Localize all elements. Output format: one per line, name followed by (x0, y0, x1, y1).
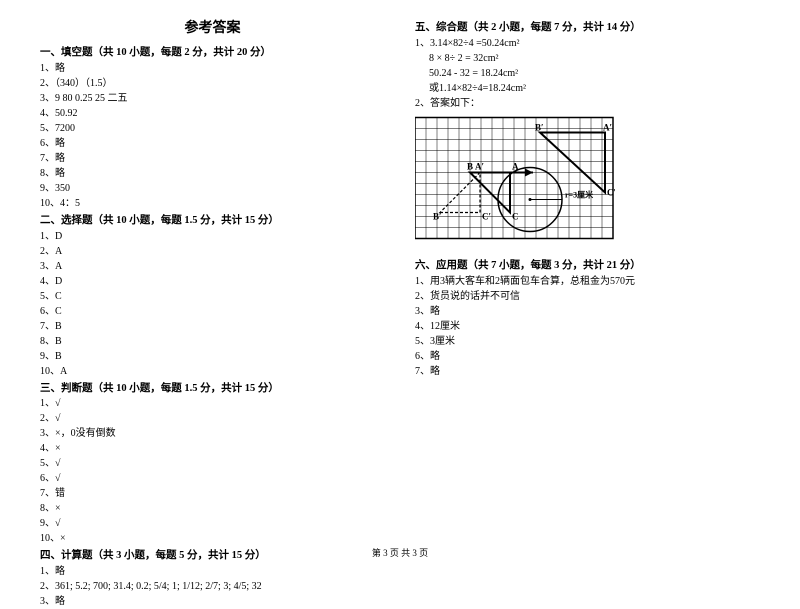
right-column: 五、综合题（共 2 小题，每题 7 分，共计 14 分） 1、3.14×82÷4… (415, 18, 760, 609)
s3-item: 9、√ (40, 516, 385, 531)
s1-item: 3、9 80 0.25 25 二五 (40, 91, 385, 106)
section-1-head: 一、填空题（共 10 小题，每题 2 分，共计 20 分） (40, 45, 385, 61)
s3-item: 3、×，0没有倒数 (40, 426, 385, 441)
geometry-diagram: B A C B′ A′ C′ B′ A′ C′ r=3厘米 (415, 115, 615, 245)
s5-item: 8 × 8÷ 2 = 32cm² (415, 51, 760, 66)
left-column: 参考答案 一、填空题（共 10 小题，每题 2 分，共计 20 分） 1、略 2… (40, 18, 385, 609)
s1-item: 6、略 (40, 136, 385, 151)
page: 参考答案 一、填空题（共 10 小题，每题 2 分，共计 20 分） 1、略 2… (0, 0, 800, 609)
s3-item: 2、√ (40, 411, 385, 426)
s1-item: 5、7200 (40, 121, 385, 136)
label-B2: B′ (433, 211, 442, 221)
s3-item: 5、√ (40, 456, 385, 471)
label-B: B (467, 161, 473, 171)
s6-item: 5、3厘米 (415, 334, 760, 349)
section-6-head: 六、应用题（共 7 小题，每题 3 分，共计 21 分） (415, 258, 760, 274)
label-A2: A′ (475, 161, 484, 171)
label-A1: A′ (603, 122, 612, 132)
label-B1: B′ (535, 122, 544, 132)
label-C1: C′ (607, 187, 615, 197)
s2-item: 1、D (40, 229, 385, 244)
s4-item: 2、361; 5.2; 700; 31.4; 0.2; 5/4; 1; 1/12… (40, 579, 385, 594)
radius-label: r=3厘米 (565, 189, 594, 199)
s1-item: 4、50.92 (40, 106, 385, 121)
s6-item: 1、用3辆大客车和2辆面包车合算，总租金为570元 (415, 274, 760, 289)
label-A: A (512, 161, 519, 171)
label-C: C (512, 211, 519, 221)
s3-item: 1、√ (40, 396, 385, 411)
s5-item: 2、答案如下： (415, 96, 760, 111)
s2-item: 9、B (40, 349, 385, 364)
s1-item: 9、350 (40, 181, 385, 196)
s3-item: 10、× (40, 531, 385, 546)
s6-item: 2、货员说的话并不可信 (415, 289, 760, 304)
s3-item: 8、× (40, 501, 385, 516)
section-3-head: 三、判断题（共 10 小题，每题 1.5 分，共计 15 分） (40, 381, 385, 397)
s1-item: 7、略 (40, 151, 385, 166)
page-footer: 第 3 页 共 3 页 (0, 546, 800, 559)
s1-item: 10、4：5 (40, 196, 385, 211)
s4-item: 3、略 (40, 594, 385, 609)
s1-item: 8、略 (40, 166, 385, 181)
s6-item: 3、略 (415, 304, 760, 319)
s2-item: 2、A (40, 244, 385, 259)
s1-item: 1、略 (40, 61, 385, 76)
s2-item: 5、C (40, 289, 385, 304)
s6-item: 4、12厘米 (415, 319, 760, 334)
s2-item: 7、B (40, 319, 385, 334)
label-C2: C′ (482, 211, 491, 221)
s2-item: 6、C (40, 304, 385, 319)
s5-item: 50.24 - 32 = 18.24cm² (415, 66, 760, 81)
main-title: 参考答案 (40, 18, 385, 39)
s6-item: 7、略 (415, 364, 760, 379)
s2-item: 10、A (40, 364, 385, 379)
section-2-head: 二、选择题（共 10 小题，每题 1.5 分，共计 15 分） (40, 213, 385, 229)
section-5-head: 五、综合题（共 2 小题，每题 7 分，共计 14 分） (415, 20, 760, 36)
s3-item: 7、错 (40, 486, 385, 501)
s3-item: 6、√ (40, 471, 385, 486)
s3-item: 4、× (40, 441, 385, 456)
s2-item: 4、D (40, 274, 385, 289)
s5-item: 1、3.14×82÷4 =50.24cm² (415, 36, 760, 51)
s5-item: 或1.14×82÷4=18.24cm² (415, 81, 760, 96)
s1-item: 2、（340）（1.5） (40, 76, 385, 91)
s2-item: 3、A (40, 259, 385, 274)
s4-item: 1、略 (40, 564, 385, 579)
s6-item: 6、略 (415, 349, 760, 364)
s2-item: 8、B (40, 334, 385, 349)
